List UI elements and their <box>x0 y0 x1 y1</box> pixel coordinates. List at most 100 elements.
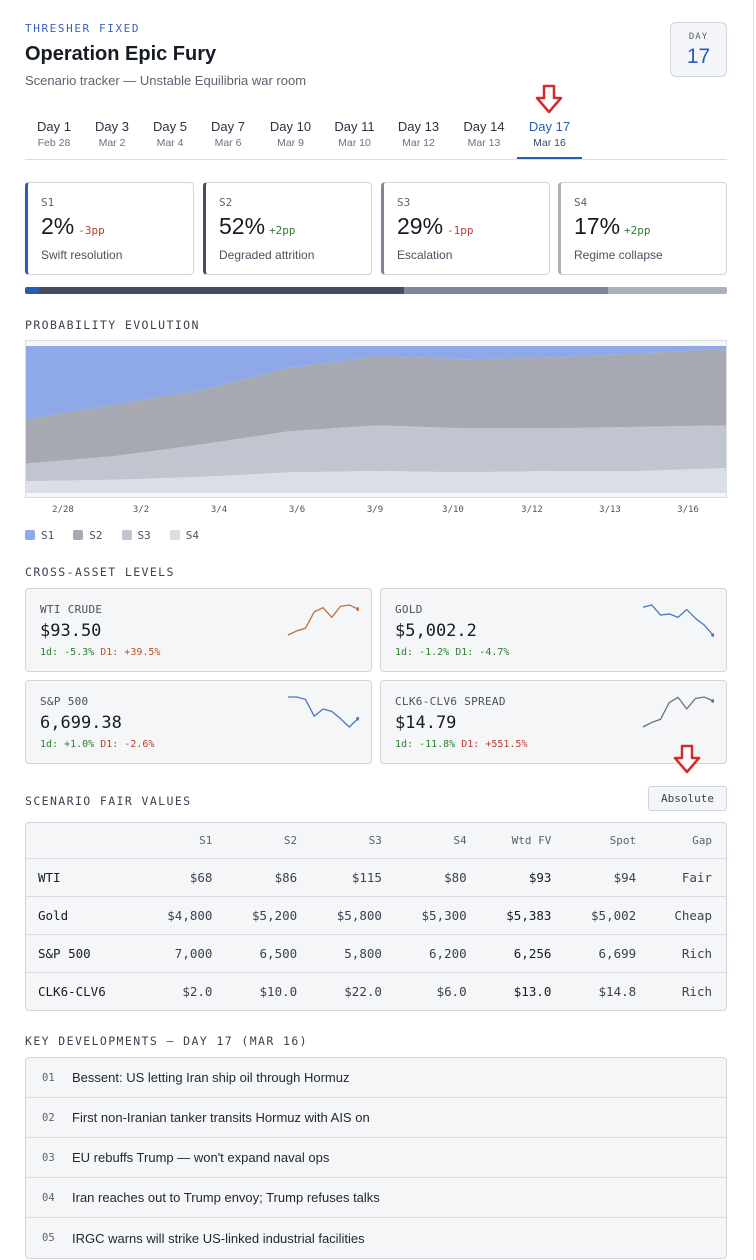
list-item[interactable]: 03 EU rebuffs Trump — won't expand naval … <box>26 1138 726 1178</box>
scenario-card-s1[interactable]: S1 2% -3pp Swift resolution <box>25 182 194 275</box>
scenario-probability: 52% +2pp <box>219 213 296 240</box>
column-header: S1 <box>140 823 213 859</box>
x-tick-label: 3/10 <box>442 505 464 515</box>
asset-1d-change: 1d: +1.0% <box>40 739 95 750</box>
cell-spot: $14.8 <box>598 983 637 999</box>
asset-value: $93.50 <box>40 621 102 641</box>
tab-day-6[interactable]: Day 13 Mar 12 <box>386 112 451 159</box>
cell-s1: $68 <box>140 858 213 897</box>
tab-day-1[interactable]: Day 3 Mar 2 <box>83 112 141 159</box>
asset-sparkline <box>287 604 359 636</box>
scenario-probability-value: 52% <box>219 213 266 239</box>
tab-date-label: Mar 2 <box>98 137 126 149</box>
scenario-probability: 17% +2pp <box>574 213 651 240</box>
scenario-probability-value: 2% <box>41 213 75 239</box>
table-row: S&P 500 7,000 6,500 5,800 6,200 6,256 6,699 Ric… <box>26 934 726 973</box>
cell-gap: Rich <box>681 983 712 999</box>
asset-card[interactable]: S&P 500 6,699.38 1d: +1.0% D1: -2.6% <box>25 680 372 764</box>
tab-day-4[interactable]: Day 10 Mar 9 <box>258 112 323 159</box>
scenario-card-s3[interactable]: S3 29% -1pp Escalation <box>381 182 550 275</box>
chart-legend: S1 S2 S3 S4 <box>25 528 218 542</box>
tab-date-label: Mar 13 <box>467 137 501 149</box>
scenario-card-s2[interactable]: S2 52% +2pp Degraded attrition <box>203 182 372 275</box>
legend-label: S4 <box>185 528 199 542</box>
asset-changes: 1d: -1.2% D1: -4.7% <box>395 647 509 658</box>
absolute-toggle-button[interactable]: Absolute <box>648 786 727 811</box>
cell-s3: $22.0 <box>344 983 382 999</box>
tab-date-label: Mar 6 <box>214 137 242 149</box>
area-series-s2 <box>26 349 726 464</box>
column-header: Spot <box>551 823 637 859</box>
asset-changes: 1d: +1.0% D1: -2.6% <box>40 739 154 750</box>
tab-day-label: Day 13 <box>397 119 440 134</box>
list-item[interactable]: 02 First non-Iranian tanker transits Horm… <box>26 1098 726 1138</box>
cell-s2: $5,200 <box>212 896 298 935</box>
cell-spot: $5,002 <box>551 896 637 935</box>
cell-wtd: $13.0 <box>513 983 552 999</box>
tab-date-label: Feb 28 <box>37 137 71 149</box>
cell-s1: $4,800 <box>140 896 213 935</box>
asset-sparkline <box>642 604 714 637</box>
cell-gap: Fair <box>636 858 726 897</box>
column-header: S3 <box>297 823 382 859</box>
scenario-card-s4[interactable]: S4 17% +2pp Regime collapse <box>558 182 727 275</box>
column-header: S2 <box>212 823 298 859</box>
legend-item-s4: S4 <box>169 528 199 542</box>
sparkline-line <box>642 696 714 728</box>
scenario-change: -1pp <box>447 224 474 237</box>
annotation-arrow-icon <box>535 84 563 114</box>
x-tick-label: 3/13 <box>599 505 621 515</box>
x-tick-label: 2/28 <box>52 505 74 515</box>
list-item[interactable]: 05 IRGC warns will strike US-linked indus… <box>26 1218 726 1258</box>
tab-day-0[interactable]: Day 1 Feb 28 <box>25 112 83 159</box>
list-item[interactable]: 04 Iran reaches out to Trump envoy; Trump… <box>26 1178 726 1218</box>
cell-s3: 5,800 <box>297 934 382 973</box>
cell-s4: 6,200 <box>381 934 467 973</box>
cell-s3: $5,800 <box>297 896 382 935</box>
scenario-description: Regime collapse <box>574 248 663 262</box>
tab-day-2[interactable]: Day 5 Mar 4 <box>141 112 199 159</box>
sparkline-end-point <box>356 607 359 611</box>
asset-name: S&P 500 <box>40 695 89 708</box>
scenario-change: -3pp <box>78 224 105 237</box>
x-tick-label: 3/4 <box>210 505 228 515</box>
tab-day-label: Day 3 <box>95 119 129 134</box>
tab-date-label: Mar 9 <box>277 137 304 149</box>
cell-gap: Rich <box>636 934 726 973</box>
current-day-badge: DAY 17 <box>670 22 727 77</box>
scenario-change: +2pp <box>624 224 651 237</box>
column-header <box>26 823 141 859</box>
item-number: 02 <box>42 1111 55 1124</box>
asset-card[interactable]: WTI CRUDE $93.50 1d: -5.3% D1: +39.5% <box>25 588 372 672</box>
legend-item-s3: S3 <box>121 528 151 542</box>
item-text: First non-Iranian tanker transits Hormuz… <box>72 1110 370 1125</box>
asset-name: WTI CRUDE <box>40 603 103 616</box>
tab-day-7[interactable]: Day 14 Mar 13 <box>451 112 517 159</box>
day-tabs: Day 1 Feb 28 Day 3 Mar 2 Day 5 Mar 4 Day 7 Mar … <box>25 112 727 160</box>
area-series-s3 <box>26 425 726 482</box>
cell-s3: $115 <box>297 858 382 897</box>
column-header: Wtd FV <box>466 823 552 859</box>
tab-day-5[interactable]: Day 11 Mar 10 <box>323 112 386 159</box>
fair-values-table: S1 S2 S3 S4 Wtd FV Spot Gap WTI $68 $86 $115 $80 $9… <box>25 822 727 1011</box>
cell-s4: $5,300 <box>381 896 467 935</box>
tab-day-8[interactable]: Day 17 Mar 16 <box>517 112 582 159</box>
tab-date-label: Mar 10 <box>338 137 371 149</box>
tab-date-label: Mar 4 <box>156 137 184 149</box>
page-subtitle: Scenario tracker — Unstable Equilibria w… <box>25 73 307 88</box>
x-tick-label: 3/9 <box>366 505 384 515</box>
asset-card[interactable]: GOLD $5,002.2 1d: -1.2% D1: -4.7% <box>380 588 727 672</box>
legend-label: S2 <box>89 528 103 542</box>
cell-gap: Cheap <box>636 896 726 935</box>
sparkline-line <box>642 604 714 636</box>
tab-day-3[interactable]: Day 7 Mar 6 <box>199 112 257 159</box>
key-developments-heading: KEY DEVELOPMENTS — DAY 17 (MAR 16) <box>25 1034 309 1048</box>
legend-swatch <box>73 530 84 540</box>
scenario-description: Swift resolution <box>41 248 123 262</box>
tab-day-label: Day 17 <box>528 119 571 134</box>
sparkline-end-point <box>356 716 359 721</box>
asset-card[interactable]: CLK6-CLV6 SPREAD $14.79 1d: -11.8% D1: +55… <box>380 680 727 764</box>
scenario-description: Escalation <box>397 248 453 262</box>
list-item[interactable]: 01 Bessent: US letting Iran ship oil thro… <box>26 1058 726 1098</box>
x-tick-label: 3/2 <box>132 505 150 515</box>
